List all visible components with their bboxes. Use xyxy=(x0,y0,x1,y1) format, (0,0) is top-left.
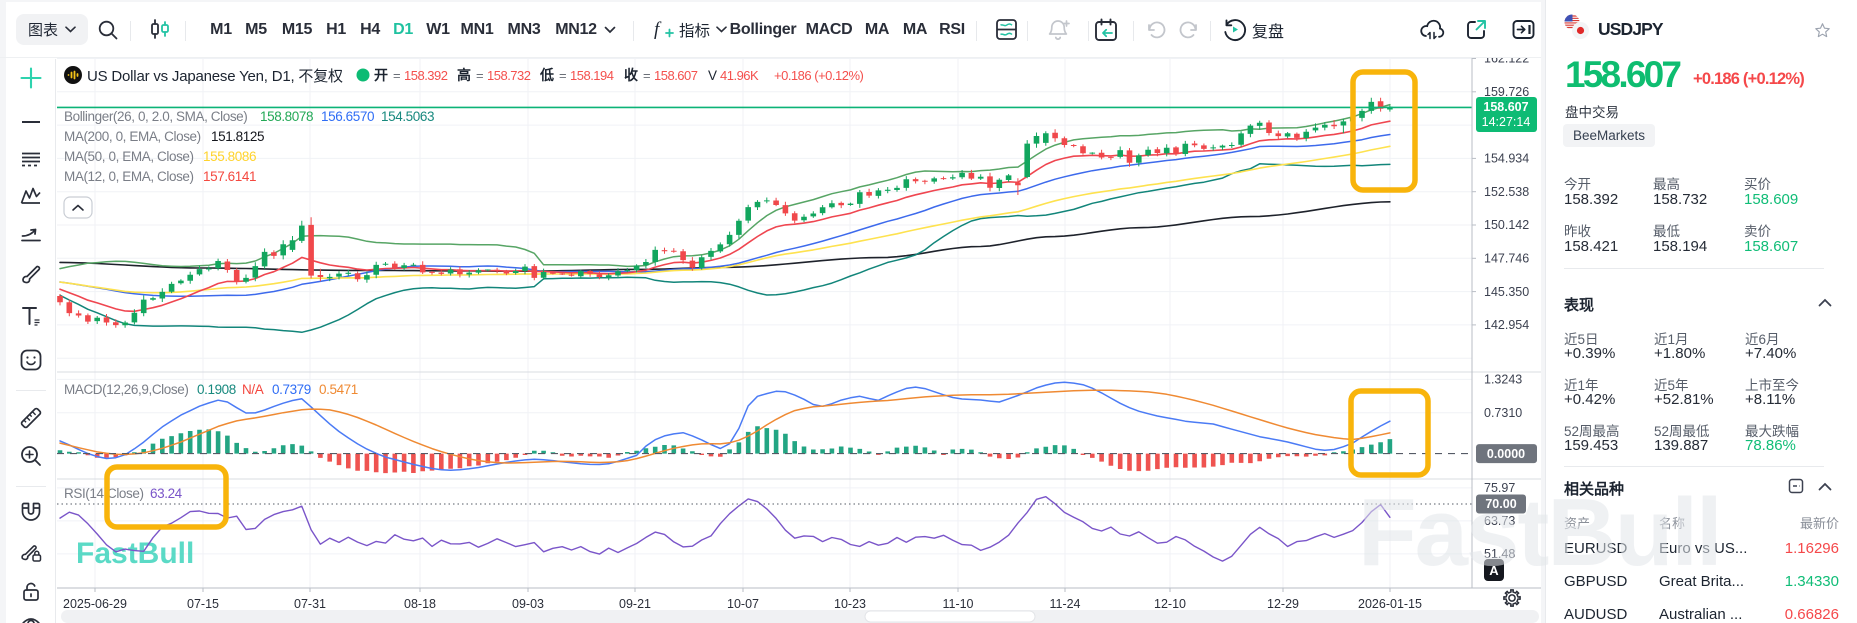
svg-text:US Dollar vs Japanese Yen, D1,: US Dollar vs Japanese Yen, D1, 不复权 xyxy=(87,67,343,85)
svg-text:14:27:14: 14:27:14 xyxy=(1482,115,1531,129)
svg-text:MACD(12,26,9,Close): MACD(12,26,9,Close) xyxy=(64,382,188,397)
svg-text:2026-01-15: 2026-01-15 xyxy=(1358,597,1422,611)
svg-text:11-10: 11-10 xyxy=(942,597,973,611)
svg-text:152.538: 152.538 xyxy=(1484,185,1529,199)
svg-text:155.8086: 155.8086 xyxy=(203,149,256,164)
svg-text:63.73: 63.73 xyxy=(1484,514,1515,528)
svg-text:高: 高 xyxy=(457,67,471,83)
svg-text:08-18: 08-18 xyxy=(404,597,436,611)
svg-text:+0.186 (+0.12%): +0.186 (+0.12%) xyxy=(774,68,864,83)
svg-text:低: 低 xyxy=(539,67,554,83)
svg-text:145.350: 145.350 xyxy=(1484,285,1529,299)
svg-text:0.5471: 0.5471 xyxy=(319,382,358,397)
svg-text:MA(50, 0, EMA, Close): MA(50, 0, EMA, Close) xyxy=(64,149,194,164)
svg-text:158.194: 158.194 xyxy=(570,68,614,83)
svg-text:1.3243: 1.3243 xyxy=(1484,373,1522,387)
svg-text:51.48: 51.48 xyxy=(1484,547,1515,561)
svg-text:0.7379: 0.7379 xyxy=(272,382,311,397)
svg-text:=: = xyxy=(476,68,484,83)
svg-text:10-07: 10-07 xyxy=(727,597,759,611)
svg-text:70.00: 70.00 xyxy=(1485,497,1516,511)
svg-text:10-23: 10-23 xyxy=(834,597,866,611)
svg-text:158.8078: 158.8078 xyxy=(260,109,313,124)
svg-text:0.7310: 0.7310 xyxy=(1484,406,1522,420)
svg-text:158.607: 158.607 xyxy=(1483,100,1528,114)
svg-text:154.934: 154.934 xyxy=(1484,152,1529,166)
svg-text:156.6570: 156.6570 xyxy=(321,109,374,124)
svg-text:Bollinger(26, 0, 2.0, SMA, Clo: Bollinger(26, 0, 2.0, SMA, Close) xyxy=(64,109,247,124)
svg-text:07-15: 07-15 xyxy=(187,597,219,611)
svg-text:157.6141: 157.6141 xyxy=(203,169,256,184)
svg-text:0.0000: 0.0000 xyxy=(1487,447,1525,461)
svg-text:0.1908: 0.1908 xyxy=(197,382,236,397)
svg-text:142.954: 142.954 xyxy=(1484,318,1529,332)
svg-text:63.24: 63.24 xyxy=(150,486,183,501)
svg-text:12-10: 12-10 xyxy=(1154,597,1186,611)
svg-text:75.97: 75.97 xyxy=(1484,481,1515,495)
svg-text:2025-06-29: 2025-06-29 xyxy=(63,597,127,611)
svg-text:09-03: 09-03 xyxy=(512,597,544,611)
svg-text:=: = xyxy=(643,68,651,83)
svg-text:11-24: 11-24 xyxy=(1049,597,1080,611)
svg-text:开: 开 xyxy=(374,67,388,83)
svg-text:151.8125: 151.8125 xyxy=(211,129,264,144)
svg-text:147.746: 147.746 xyxy=(1484,252,1529,266)
svg-text:MA(200, 0, EMA, Close): MA(200, 0, EMA, Close) xyxy=(64,129,201,144)
svg-text:f: f xyxy=(654,19,662,40)
svg-text:FastBull: FastBull xyxy=(76,537,194,570)
svg-text:RSI(14,Close): RSI(14,Close) xyxy=(64,486,144,501)
svg-text:159.726: 159.726 xyxy=(1484,85,1529,99)
svg-text:158.732: 158.732 xyxy=(487,68,531,83)
svg-text:150.142: 150.142 xyxy=(1484,218,1529,232)
svg-text:收: 收 xyxy=(624,67,639,83)
svg-text:N/A: N/A xyxy=(242,382,264,397)
svg-text:154.5063: 154.5063 xyxy=(381,109,434,124)
svg-text:A: A xyxy=(1489,563,1499,578)
svg-text:=: = xyxy=(559,68,567,83)
svg-text:158.607: 158.607 xyxy=(654,68,698,83)
svg-text:12-29: 12-29 xyxy=(1267,597,1299,611)
svg-text:MA(12, 0, EMA, Close): MA(12, 0, EMA, Close) xyxy=(64,169,194,184)
svg-text:=: = xyxy=(393,68,401,83)
svg-text:V: V xyxy=(708,68,717,83)
svg-text:158.392: 158.392 xyxy=(404,68,448,83)
svg-text:07-31: 07-31 xyxy=(294,597,326,611)
svg-text:09-21: 09-21 xyxy=(619,597,651,611)
svg-text:41.96K: 41.96K xyxy=(720,68,759,83)
